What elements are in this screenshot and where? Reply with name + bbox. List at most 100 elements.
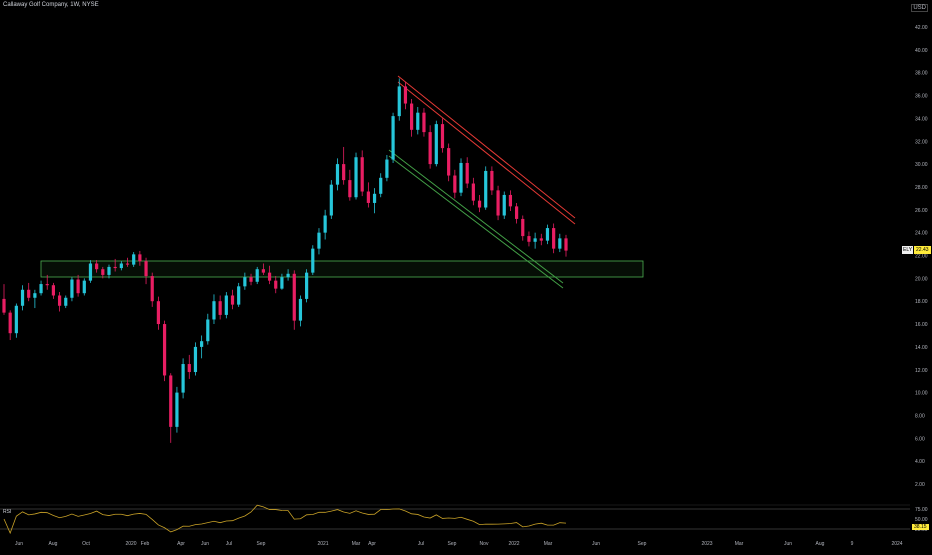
candle-body xyxy=(107,266,111,275)
time-tick-label: 9 xyxy=(851,541,854,547)
candle-body xyxy=(27,289,31,298)
candle-body xyxy=(267,272,272,281)
candle-body xyxy=(200,341,204,347)
candle-body xyxy=(416,112,420,130)
time-axis[interactable]: Jun Aug Oct 2020 Feb Apr Jun Jul Sep 2021 Mar Apr Ju… xyxy=(15,541,903,547)
candle-body xyxy=(323,215,327,233)
candle-body xyxy=(187,364,191,373)
candle-body xyxy=(453,175,457,193)
candle-body xyxy=(496,190,500,216)
candle-body xyxy=(379,177,383,194)
candle-body xyxy=(175,392,179,427)
candle-body xyxy=(162,324,167,376)
candle-body xyxy=(8,312,12,334)
price-tick-label: 32.00 xyxy=(915,139,928,145)
candle-body xyxy=(539,238,543,241)
candle-body xyxy=(292,273,296,321)
candle-body xyxy=(212,301,216,320)
time-tick-label: Nov xyxy=(480,541,489,547)
time-tick-label: Apr xyxy=(177,541,185,547)
time-tick-label: Mar xyxy=(544,541,553,547)
time-tick-label: Feb xyxy=(141,541,150,547)
candle-body xyxy=(224,295,228,315)
candle-body xyxy=(527,236,531,242)
time-tick-label: Jun xyxy=(784,541,792,547)
candle-body xyxy=(156,301,160,325)
price-axis[interactable]: 42.00 40.00 38.00 36.00 34.00 32.00 30.00 28.00… xyxy=(915,25,928,488)
candle-body xyxy=(82,280,86,294)
time-tick-label: 2022 xyxy=(508,541,519,547)
price-tick-label: 18.00 xyxy=(915,299,928,305)
candle-body xyxy=(132,254,136,265)
price-tick-label: 22.00 xyxy=(915,254,928,260)
candle-body xyxy=(230,295,235,305)
candle-body xyxy=(280,277,284,289)
candle-body xyxy=(261,269,265,273)
price-tag-value: 22.43 xyxy=(914,246,931,254)
price-tick-label: 28.00 xyxy=(915,185,928,191)
candle-body xyxy=(169,375,173,427)
candle-body xyxy=(335,164,340,185)
price-tick-label: 4.00 xyxy=(915,459,925,465)
candle-body xyxy=(144,261,148,277)
price-tick-label: 36.00 xyxy=(915,94,928,100)
support-zone[interactable] xyxy=(40,260,644,278)
candle-body xyxy=(385,159,389,178)
candle-body xyxy=(477,200,482,208)
candle-body xyxy=(490,170,494,191)
candle-body xyxy=(88,263,93,281)
last-price-tag: ELY 22.43 xyxy=(902,246,931,255)
candle-body xyxy=(274,280,278,289)
candle-body xyxy=(218,301,222,315)
candle-body xyxy=(342,164,346,181)
time-tick-label: Mar xyxy=(735,541,744,547)
rsi-label[interactable]: RSI xyxy=(3,509,12,515)
candle-body xyxy=(2,298,6,313)
candle-body xyxy=(484,170,488,208)
candle-body xyxy=(514,206,519,219)
candle-body xyxy=(558,238,562,249)
candle-body xyxy=(286,273,290,278)
channel-upper-line-1[interactable] xyxy=(397,75,576,219)
candle-body xyxy=(20,289,25,306)
candle-body xyxy=(76,279,80,294)
price-tick-label: 10.00 xyxy=(915,391,928,397)
price-tick-label: 2.00 xyxy=(915,482,925,488)
candle-body xyxy=(255,269,259,282)
candle-body xyxy=(305,272,309,299)
time-tick-label: Mar xyxy=(352,541,361,547)
time-tick-label: Oct xyxy=(82,541,90,547)
time-tick-label: 2020 xyxy=(125,541,136,547)
candle-body xyxy=(101,269,105,275)
candle-body xyxy=(521,218,525,237)
price-tick-label: 12.00 xyxy=(915,368,928,374)
time-tick-label: Aug xyxy=(49,541,58,547)
candle-body xyxy=(348,180,352,198)
time-tick-label: Aug xyxy=(816,541,825,547)
rsi-tick-label: 25.00 xyxy=(915,527,928,533)
price-tick-label: 34.00 xyxy=(915,116,928,122)
candle-body xyxy=(243,277,247,287)
time-tick-label: Sep xyxy=(638,541,647,547)
candle-body xyxy=(138,254,142,262)
candle-body xyxy=(502,194,506,216)
candle-body xyxy=(434,124,438,165)
candle-body xyxy=(206,319,210,342)
candle-body xyxy=(33,293,37,298)
time-tick-label: Apr xyxy=(368,541,376,547)
rsi-line xyxy=(3,504,567,535)
channel-lower-line-1[interactable] xyxy=(388,149,564,284)
price-tick-label: 38.00 xyxy=(915,71,928,77)
price-tick-label: 8.00 xyxy=(915,413,925,419)
currency-label[interactable]: USD xyxy=(911,4,928,12)
price-tag-symbol: ELY xyxy=(902,246,914,254)
candle-body xyxy=(471,183,475,201)
time-tick-label: Jun xyxy=(592,541,600,547)
channel-lower-line-2[interactable] xyxy=(388,155,564,289)
candle-body xyxy=(95,263,99,270)
candle-body xyxy=(422,112,426,133)
candle-body xyxy=(181,364,185,393)
channel-upper-line-2[interactable] xyxy=(397,81,576,225)
